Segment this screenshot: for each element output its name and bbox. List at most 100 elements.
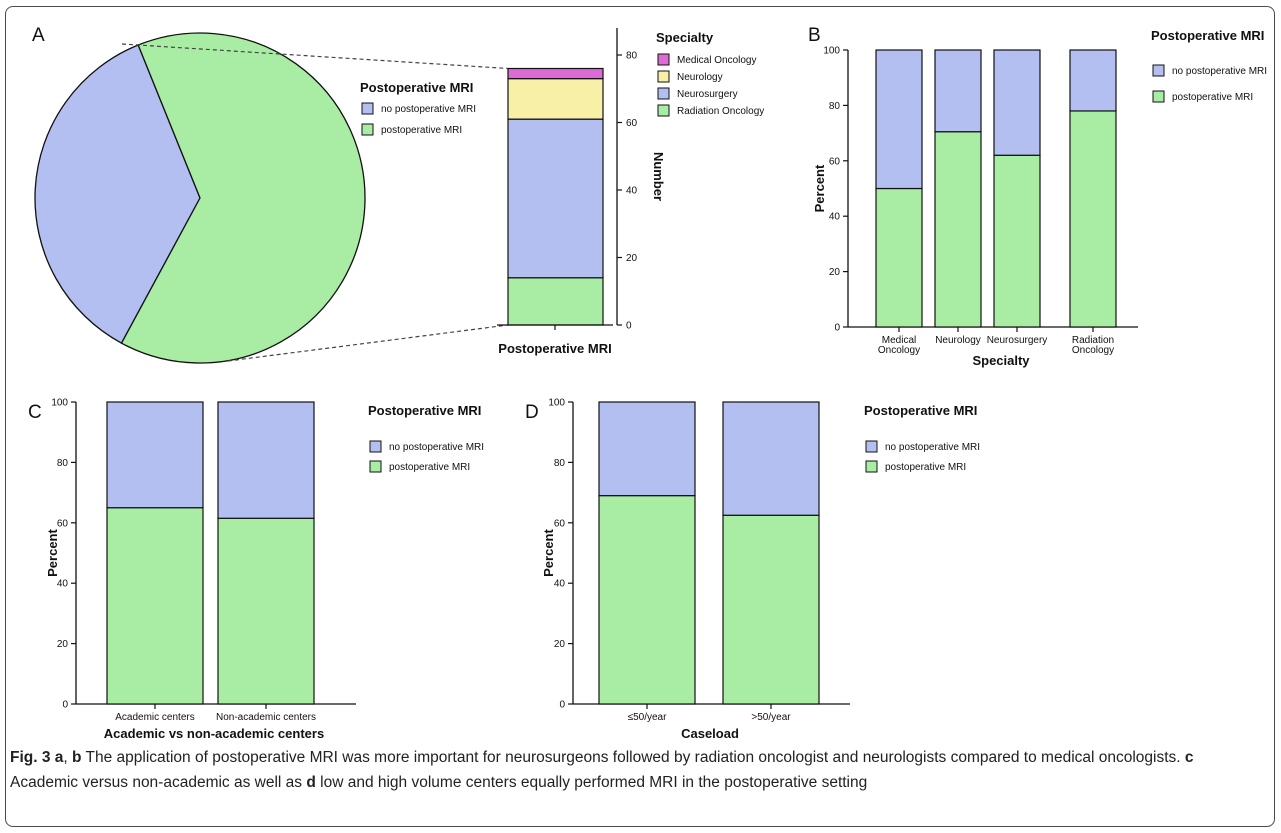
panel-c: 0 20 40 60 80 100 Percent Academic centers Non-a…	[45, 398, 484, 742]
academic-chart-legend-title: Postoperative MRI	[368, 403, 481, 418]
caseload-chart-bar-postoperative-mri	[722, 514, 820, 705]
specialty-chart-x-tick-label: Radiation	[1072, 335, 1114, 346]
caseload-chart-legend-swatch-postoperative-mri	[865, 460, 878, 473]
academic-chart-bar-postoperative-mri	[106, 507, 204, 705]
specialty-chart-x-tick-label: Neurosurgery	[987, 335, 1048, 346]
academic-chart-x-tick-label: Academic centers	[115, 712, 194, 723]
caseload-chart-y-tick-label: 0	[559, 700, 565, 711]
figure-frame	[5, 6, 1275, 827]
specialty-chart-y-tick-label: 100	[823, 46, 840, 57]
panel-a: Postoperative MRI no postoperative MRI pos…	[34, 28, 764, 364]
pie-legend-title: Postoperative MRI	[360, 80, 473, 95]
caseload-chart-legend-swatch-no-postoperative-mri	[865, 440, 878, 453]
count-y-tick-label: 0	[626, 321, 632, 332]
specialty-chart-bar-no-postoperative-mri	[993, 49, 1041, 156]
panel-label-a: A	[32, 25, 45, 46]
caption-ref-d: d	[306, 774, 316, 791]
count-bar-neurosurgery	[507, 118, 604, 279]
connector-top	[121, 43, 509, 70]
caseload-chart-legend-item-no-postoperative-mri: no postoperative MRI	[885, 442, 980, 453]
caseload-chart-y-tick-label: 80	[554, 458, 566, 469]
academic-chart-y-tick-label: 0	[62, 700, 68, 711]
panel-label-c: C	[28, 402, 42, 423]
specialty-chart-y-tick-label: 20	[829, 267, 841, 278]
specialty-chart-legend-swatch-no-postoperative-mri	[1152, 64, 1165, 77]
panel-b: 020406080100PercentMedicalOncologyNeurol…	[812, 28, 1267, 368]
specialty-chart-bar-postoperative-mri	[934, 131, 982, 328]
pie-legend-swatch-no-postoperative-mri	[361, 102, 374, 115]
specialty-chart-x-tick-label: Medical	[882, 335, 916, 346]
specialty-chart-bar-postoperative-mri	[993, 154, 1041, 328]
count-y-tick-label: 20	[626, 253, 638, 264]
caseload-chart-bar-no-postoperative-mri	[598, 401, 696, 497]
caseload-chart-y-tick-label: 100	[548, 398, 565, 409]
specialty-chart-x-tick-label: Neurology	[935, 335, 981, 346]
specialty-legend-swatch-neurosurgery	[657, 87, 670, 100]
caption-fig-label: Fig. 3	[10, 749, 51, 766]
specialty-chart-y-tick-label: 0	[834, 323, 840, 334]
specialty-legend-item-medical-oncology: Medical Oncology	[677, 55, 756, 66]
specialty-chart-bar-no-postoperative-mri	[1069, 49, 1117, 112]
specialty-chart-x-tick-label: Oncology	[1072, 345, 1114, 356]
academic-chart-y-tick-label: 40	[57, 579, 69, 590]
academic-chart-bar-no-postoperative-mri	[217, 401, 315, 519]
caseload-chart-y-tick-label: 40	[554, 579, 566, 590]
caseload-chart-legend-title: Postoperative MRI	[864, 403, 977, 418]
pie-legend-item-postoperative-mri: postoperative MRI	[381, 125, 462, 136]
academic-chart-y-tick-label: 20	[57, 639, 69, 650]
caption-text-1: The application of postoperative MRI was…	[81, 749, 1185, 766]
panel-label-b: B	[808, 25, 821, 46]
figure-charts: A B C D Postoperative MRI no postoperativ…	[28, 25, 1267, 742]
caseload-chart-x-tick-label: >50/year	[751, 712, 791, 723]
specialty-legend-item-neurology: Neurology	[677, 72, 723, 83]
caption-ref-a: a	[54, 749, 64, 766]
specialty-chart-x-axis-label: Specialty	[972, 353, 1030, 368]
specialty-chart-bar-no-postoperative-mri	[934, 49, 982, 133]
panel-d: 0 20 40 60 80 100 Percent ≤50/year >50/year Casel…	[541, 398, 980, 742]
caption-text-2: Academic versus non-academic as well as	[10, 774, 307, 791]
count-bar-neurology	[507, 78, 604, 120]
panel-label-d: D	[525, 402, 539, 423]
count-bar-medical-oncology	[507, 67, 604, 80]
specialty-chart-y-tick-label: 80	[829, 101, 841, 112]
specialty-chart-x-tick-label: Oncology	[878, 345, 920, 356]
caseload-chart-y-tick-label: 60	[554, 518, 566, 529]
caseload-chart-x-axis-label: Caseload	[681, 726, 739, 741]
academic-chart-y-axis-label: Percent	[45, 528, 60, 576]
specialty-chart-legend-title: Postoperative MRI	[1151, 28, 1264, 43]
count-y-axis-label: Number	[651, 152, 666, 201]
caseload-chart-y-axis-label: Percent	[541, 528, 556, 576]
specialty-chart-bar-no-postoperative-mri	[875, 49, 923, 190]
caseload-chart-y-tick-label: 20	[554, 639, 566, 650]
figure-caption: Fig. 3 a, b The application of postopera…	[10, 745, 1265, 795]
count-y-tick-label: 40	[626, 186, 638, 197]
specialty-chart-legend-item-no-postoperative-mri: no postoperative MRI	[1172, 66, 1267, 77]
specialty-chart-legend-item-postoperative-mri: postoperative MRI	[1172, 92, 1253, 103]
caseload-chart-bar-postoperative-mri	[598, 495, 696, 705]
caption-text-3: low and high volume centers equally perf…	[315, 774, 868, 791]
count-y-tick-label: 60	[626, 118, 638, 129]
specialty-chart-y-tick-label: 40	[829, 212, 841, 223]
specialty-legend-swatch-radiation-oncology	[657, 104, 670, 117]
specialty-chart-bar-postoperative-mri	[875, 187, 923, 328]
count-bar-radiation-oncology	[507, 277, 604, 326]
academic-chart-legend-swatch-no-postoperative-mri	[369, 440, 382, 453]
academic-chart-y-tick-label: 80	[57, 458, 69, 469]
specialty-chart-bar-postoperative-mri	[1069, 110, 1117, 328]
academic-chart-y-tick-label: 100	[51, 398, 68, 409]
caption-sep: ,	[63, 749, 73, 766]
academic-chart-legend-item-postoperative-mri: postoperative MRI	[389, 462, 470, 473]
specialty-legend-swatch-medical-oncology	[657, 53, 670, 66]
academic-chart-bar-postoperative-mri	[217, 517, 315, 705]
pie-legend-swatch-postoperative-mri	[361, 123, 374, 136]
specialty-legend-title: Specialty	[656, 30, 714, 45]
caseload-chart-x-tick-label: ≤50/year	[628, 712, 668, 723]
specialty-legend-swatch-neurology	[657, 70, 670, 83]
count-x-axis-label: Postoperative MRI	[498, 341, 611, 356]
pie-slice-no-postoperative-mri	[34, 44, 201, 345]
caption-ref-c: c	[1184, 749, 1194, 766]
caseload-chart-legend-item-postoperative-mri: postoperative MRI	[885, 462, 966, 473]
connector-bottom	[227, 324, 509, 362]
caseload-chart-bar-no-postoperative-mri	[722, 401, 820, 516]
academic-chart-x-tick-label: Non-academic centers	[216, 712, 316, 723]
